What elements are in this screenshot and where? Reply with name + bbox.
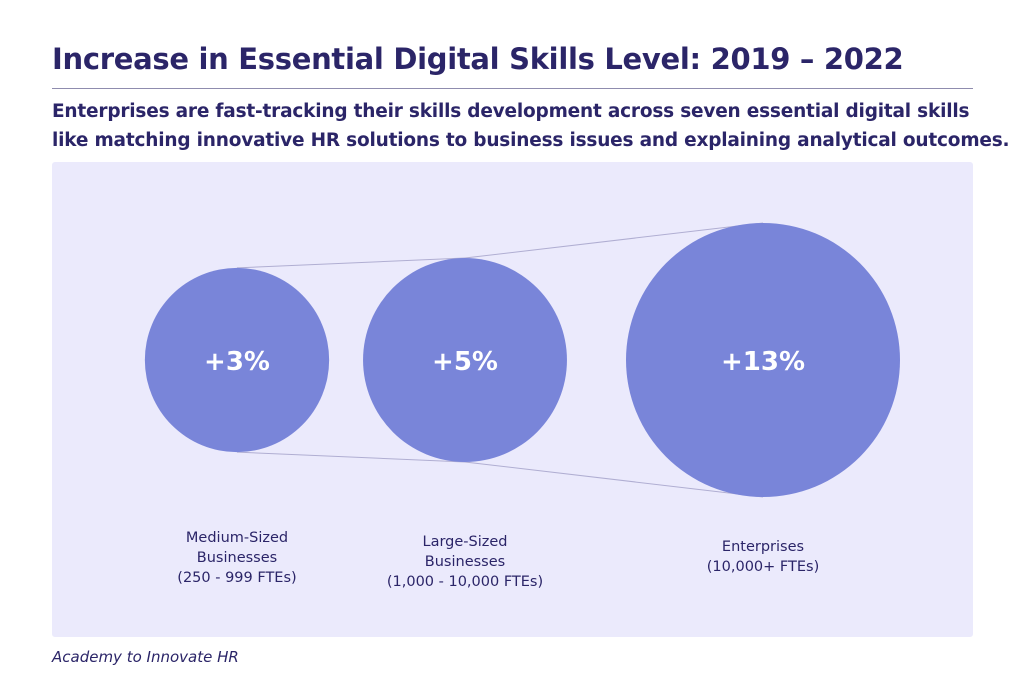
category-label-line: Businesses: [196, 550, 278, 566]
bubble-value-label-1: +3%: [204, 347, 270, 377]
category-label-line: Businesses: [424, 554, 506, 570]
chart-title: Increase in Essential Digital Skills Lev…: [52, 42, 904, 76]
connector-line-bottom-1: [236, 451, 466, 463]
connector-line-bottom-2: [464, 461, 764, 498]
bubble-2: [363, 258, 567, 462]
chart-panel: +3% +5% +13% Medium-Sized Businesses (250 - …: [52, 162, 973, 637]
category-label-line: (1,000 - 10,000 FTEs): [386, 574, 544, 590]
source-credit: Academy to Innovate HR: [52, 648, 239, 666]
title-divider: [52, 88, 973, 89]
chart-subtitle: Enterprises are fast-tracking their skil…: [52, 97, 1010, 155]
category-label-line: (10,000+ FTEs): [706, 559, 820, 575]
category-label-line: Enterprises: [721, 539, 805, 555]
category-label-1: Medium-Sized Businesses (250 - 999 FTEs): [127, 528, 347, 588]
category-label-3: Enterprises (10,000+ FTEs): [653, 537, 873, 577]
category-label-2: Large-Sized Businesses (1,000 - 10,000 FTE…: [355, 532, 575, 592]
bubble-chart: +3% +5% +13%: [144, 222, 900, 498]
subtitle-line-1: Enterprises are fast-tracking their skil…: [52, 101, 970, 122]
bubble-1: [144, 267, 330, 453]
bubble-value-label-2: +5%: [432, 347, 498, 377]
bubble-value-label-3: +13%: [721, 347, 805, 377]
category-label-line: Medium-Sized: [185, 530, 289, 546]
subtitle-line-2: like matching innovative HR solutions to…: [52, 130, 1010, 151]
category-label-line: Large-Sized: [422, 534, 508, 550]
connector-line-top-1: [236, 257, 466, 269]
bubble-3: [626, 223, 900, 497]
category-label-line: (250 - 999 FTEs): [177, 570, 297, 586]
connector-line-top-2: [464, 222, 764, 259]
